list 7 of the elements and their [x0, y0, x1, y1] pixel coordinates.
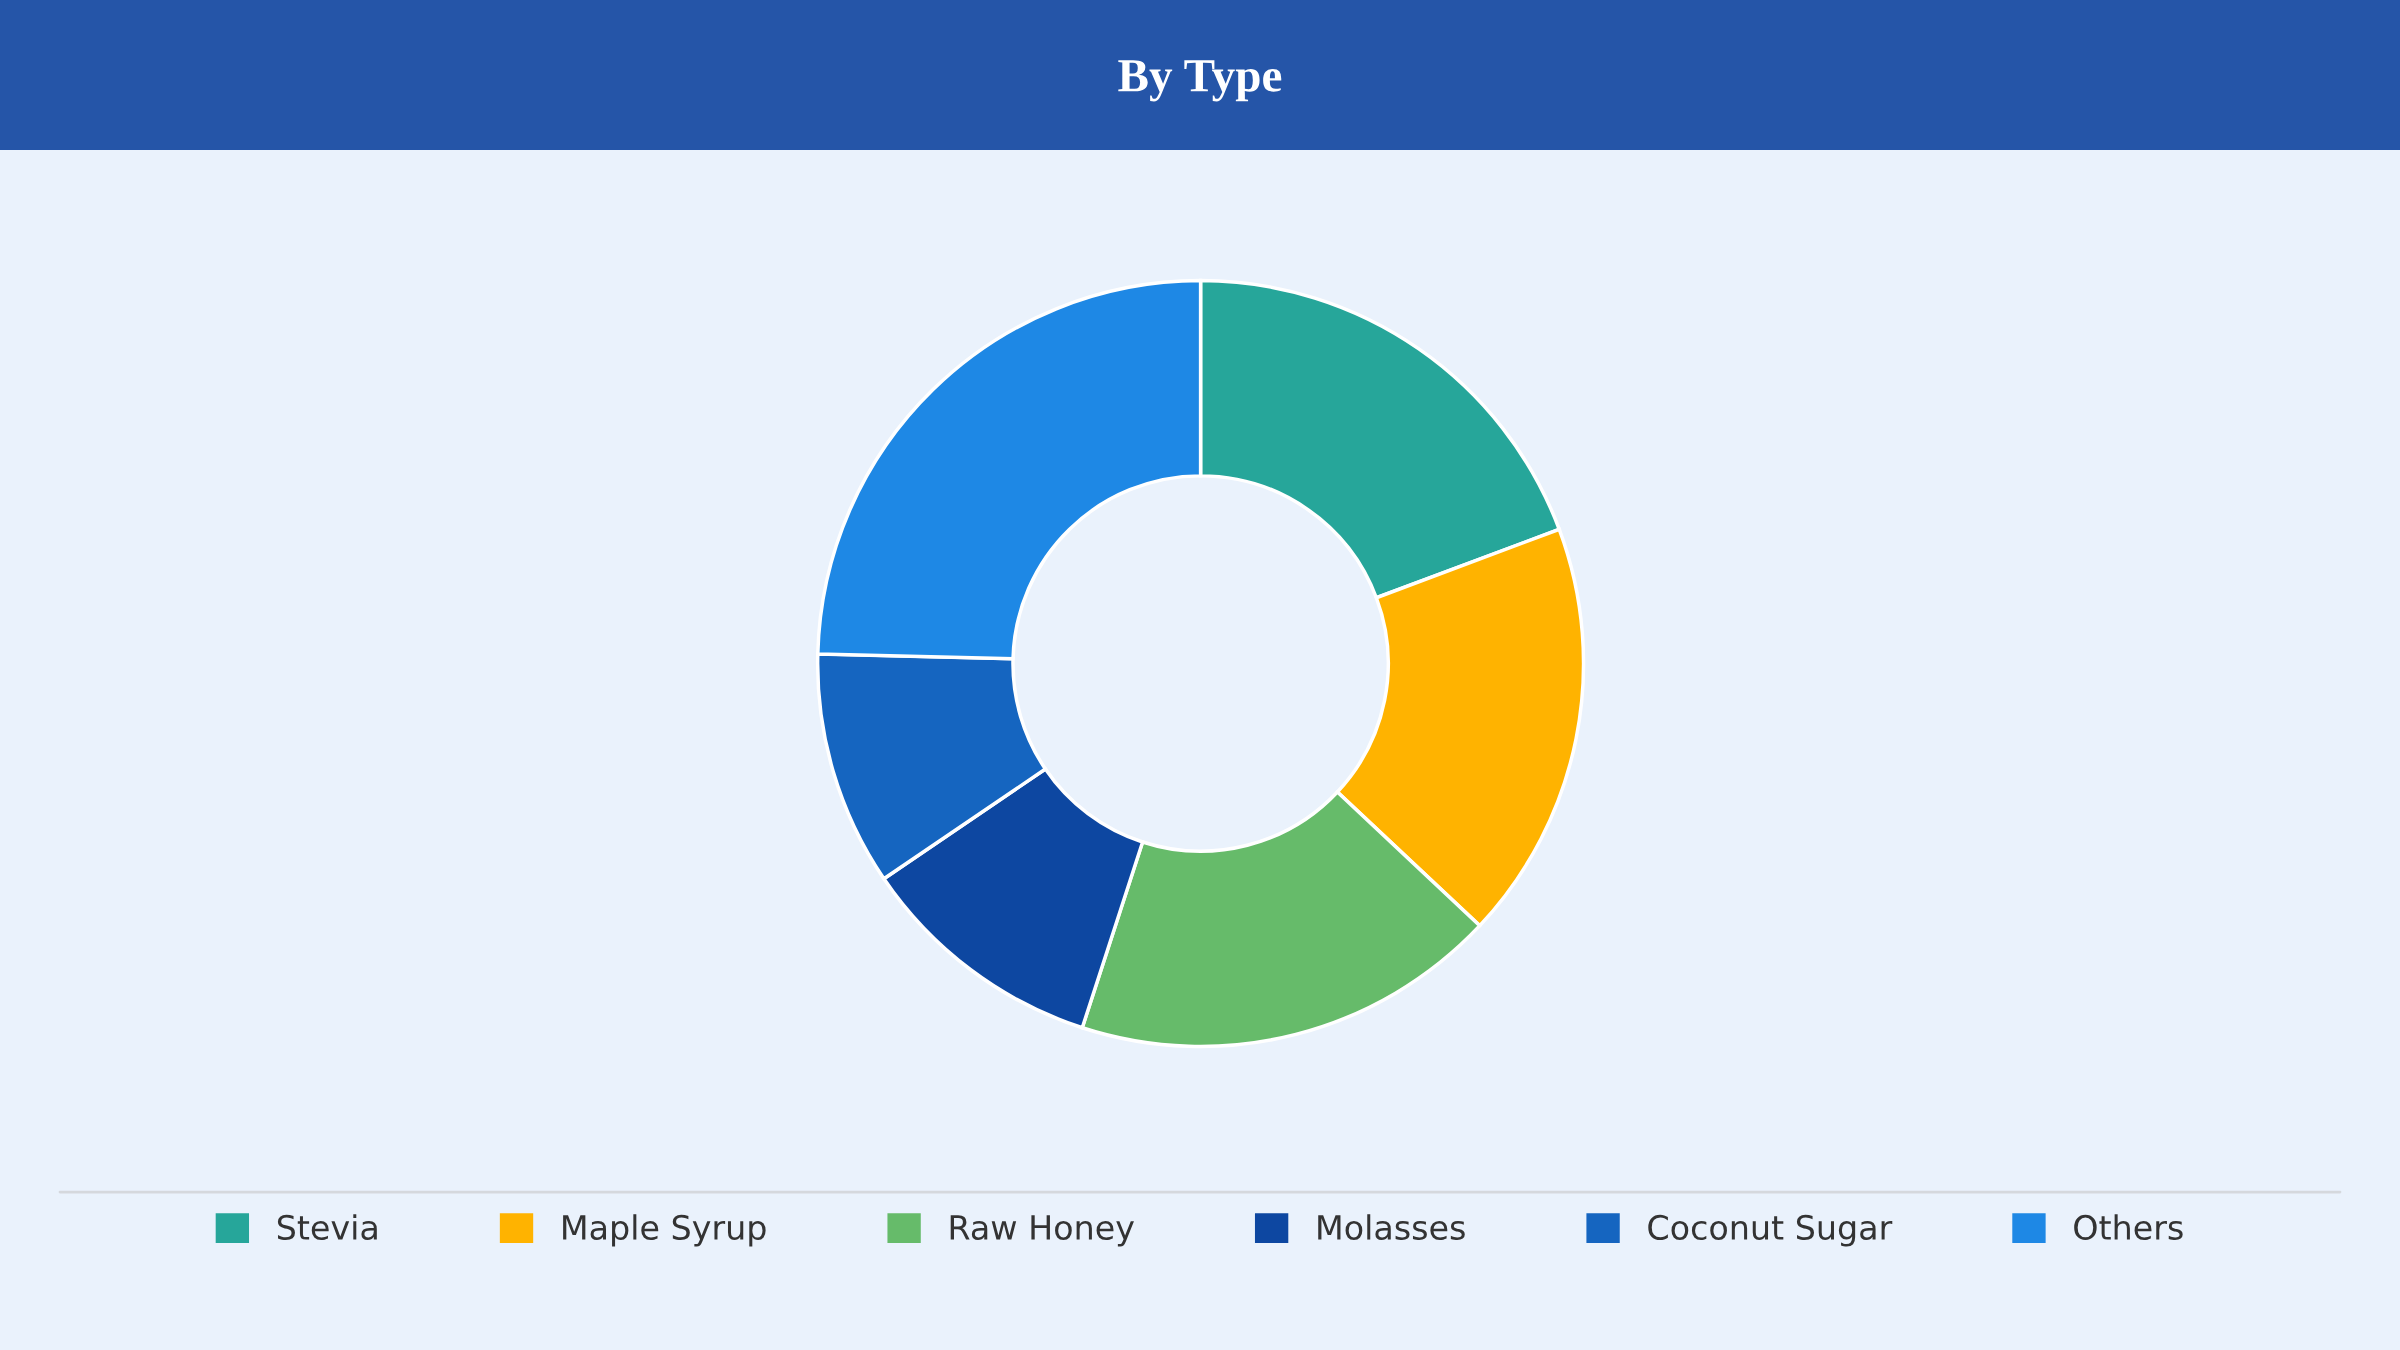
legend-label: Coconut Sugar: [1648, 1214, 1893, 1247]
legend-label: Molasses: [1318, 1214, 1465, 1241]
legend-label: Others: [2074, 1214, 2183, 1241]
legend-label: Maple Syrup: [563, 1214, 766, 1247]
chart-title: By Type: [1118, 60, 1282, 102]
legend-label: Stevia: [277, 1214, 377, 1241]
legend-label: Raw Honey: [950, 1215, 1134, 1247]
